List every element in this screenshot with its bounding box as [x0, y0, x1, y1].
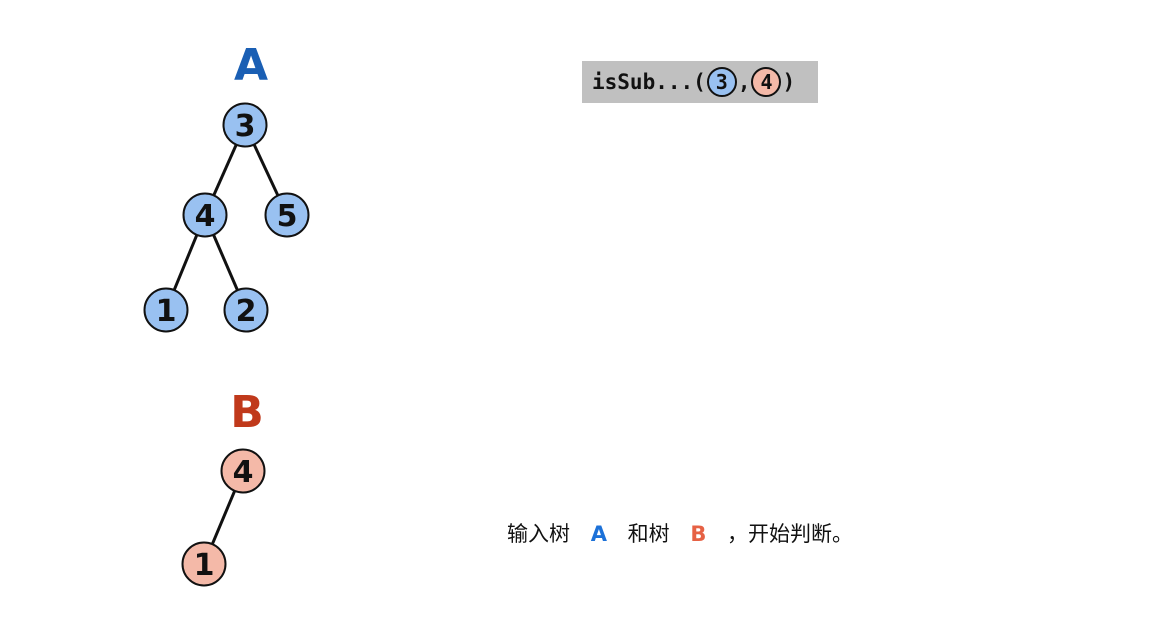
- tree-a-node-circle: [222, 102, 268, 148]
- tree-b-node-circle: [220, 448, 266, 494]
- tree-b-node-label: 4: [233, 455, 254, 490]
- tree-b-title: B: [230, 387, 264, 438]
- tree-b-node-circle: [181, 541, 227, 587]
- tree-a-node-circle: [143, 287, 189, 333]
- nodes: 3 4 5 1 2 4 1: [143, 102, 310, 587]
- tree-a-node-label: 1: [156, 294, 177, 329]
- tree-a-node-5: 5: [264, 192, 310, 238]
- tree-a-node-circle: [182, 192, 228, 238]
- edges: [172, 143, 280, 545]
- tree-a-node-4: 4: [182, 192, 228, 238]
- caption-part-1: 输入树: [507, 522, 570, 546]
- tree-a-node-label: 4: [195, 199, 216, 234]
- caption-tag-b: B: [690, 522, 707, 546]
- arg-separator: ,: [737, 70, 751, 94]
- tree-a-node-label: 5: [277, 199, 298, 234]
- tree-b-node-label: 1: [194, 548, 215, 583]
- tree-b-node-4: 4: [220, 448, 266, 494]
- tree-a-edge-a3-a4: [212, 144, 238, 196]
- arg-b-node-chip: 4: [751, 67, 782, 97]
- caption-part-3: ，开始判断。: [727, 522, 854, 546]
- tree-a-edge-a4-a1: [172, 234, 199, 291]
- tree-a-edge-a3-a5: [252, 143, 280, 197]
- arg-a-node-chip: 3: [706, 67, 737, 97]
- close-paren: ): [782, 70, 796, 94]
- tree-a-node-3: 3: [222, 102, 268, 148]
- tree-a-node-label: 2: [236, 294, 257, 329]
- tree-a-node-2: 2: [223, 287, 269, 333]
- tree-a-node-circle: [223, 287, 269, 333]
- tree-a-node-circle: [264, 192, 310, 238]
- tree-a-node-1: 1: [143, 287, 189, 333]
- caption-tag-a: A: [590, 522, 607, 546]
- caption-text: 输入树 A 和树 B ，开始判断。: [507, 518, 853, 548]
- caption-part-2: 和树: [627, 522, 670, 546]
- tree-b-node-1: 1: [181, 541, 227, 587]
- function-name: isSub...: [592, 70, 694, 94]
- tree-b-edge-b4-b1: [210, 490, 237, 545]
- function-call-box: isSub... ( 3 , 4 ): [582, 61, 818, 103]
- tree-a-edge-a4-a2: [212, 234, 239, 291]
- open-paren: (: [693, 70, 706, 94]
- tree-a-title: A: [234, 40, 268, 91]
- tree-a-node-label: 3: [235, 109, 256, 144]
